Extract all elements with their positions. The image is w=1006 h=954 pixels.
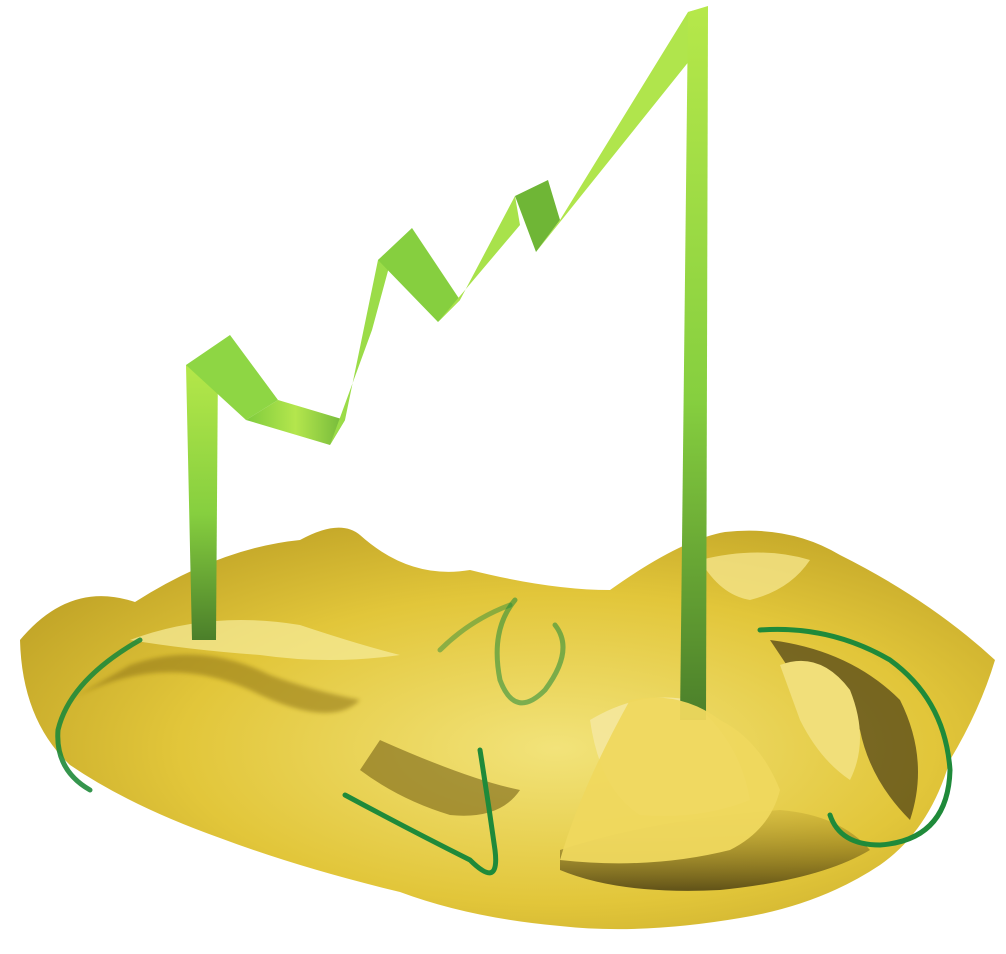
ribbon-zigzag [186, 6, 708, 720]
green-strings [55, 597, 953, 876]
torn-paper-flap [560, 660, 860, 864]
